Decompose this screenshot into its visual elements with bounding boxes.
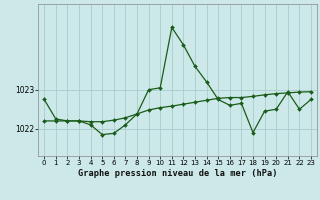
X-axis label: Graphe pression niveau de la mer (hPa): Graphe pression niveau de la mer (hPa): [78, 169, 277, 178]
